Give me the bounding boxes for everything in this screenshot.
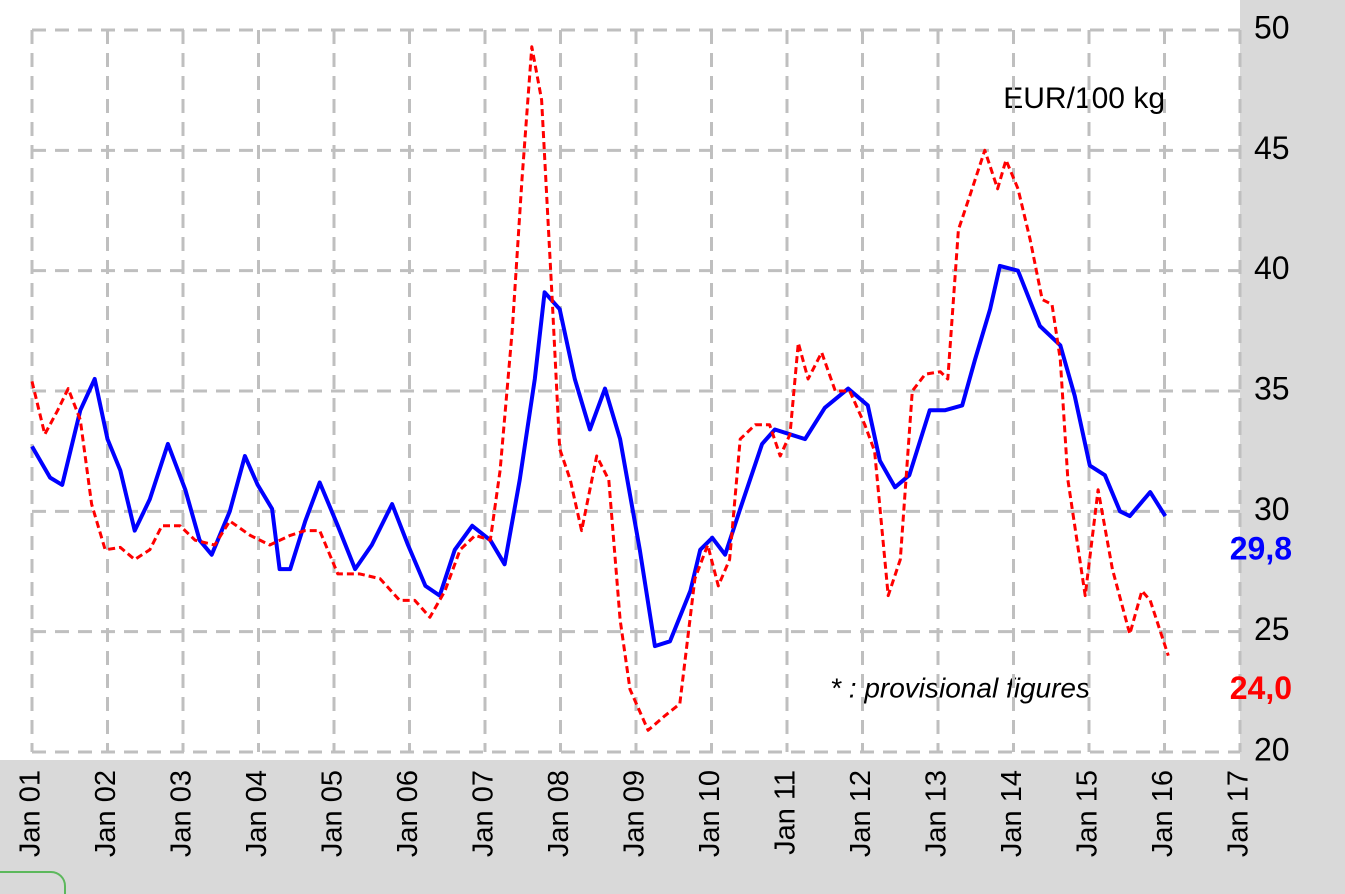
y-tick-label: 25 [1254, 611, 1290, 647]
note: * : provisional figures [830, 672, 1090, 703]
x-tick-label: Jan 12 [845, 770, 877, 857]
x-tick-label: Jan 05 [317, 770, 349, 857]
x-tick-label: Jan 02 [90, 770, 122, 857]
series-line [30, 45, 1170, 732]
y-tick-label: 30 [1254, 491, 1290, 527]
x-tick-label: Jan 01 [15, 770, 47, 857]
x-tick-label: Jan 07 [468, 770, 500, 857]
x-tick-label: Jan 06 [392, 770, 424, 857]
x-tick-label: Jan 14 [996, 770, 1028, 857]
x-tick-label: Jan 16 [1147, 770, 1179, 857]
x-tick-label: Jan 09 [619, 770, 651, 857]
x-tick-label: Jan 04 [241, 770, 273, 857]
corner-badge [0, 871, 66, 894]
end-value-label: 24,0 [1230, 670, 1292, 706]
x-tick-label: Jan 10 [694, 770, 726, 857]
series-line [30, 263, 1167, 649]
y-tick-label: 45 [1254, 130, 1290, 166]
x-tick-label: Jan 08 [543, 770, 575, 857]
y-tick-label: 40 [1254, 250, 1290, 286]
x-tick-label: Jan 13 [921, 770, 953, 857]
unit-label: EUR/100 kg [1003, 82, 1165, 115]
x-tick-label: Jan 15 [1072, 770, 1104, 857]
x-tick-label: Jan 17 [1223, 770, 1255, 857]
x-tick-label: Jan 11 [770, 770, 802, 855]
y-tick-label: 50 [1254, 9, 1290, 45]
end-value-label: 29,8 [1230, 531, 1292, 567]
plot-area [0, 0, 1240, 760]
y-tick-label: 35 [1254, 370, 1290, 406]
x-tick-label: Jan 03 [166, 770, 198, 857]
y-tick-label: 20 [1254, 731, 1290, 767]
